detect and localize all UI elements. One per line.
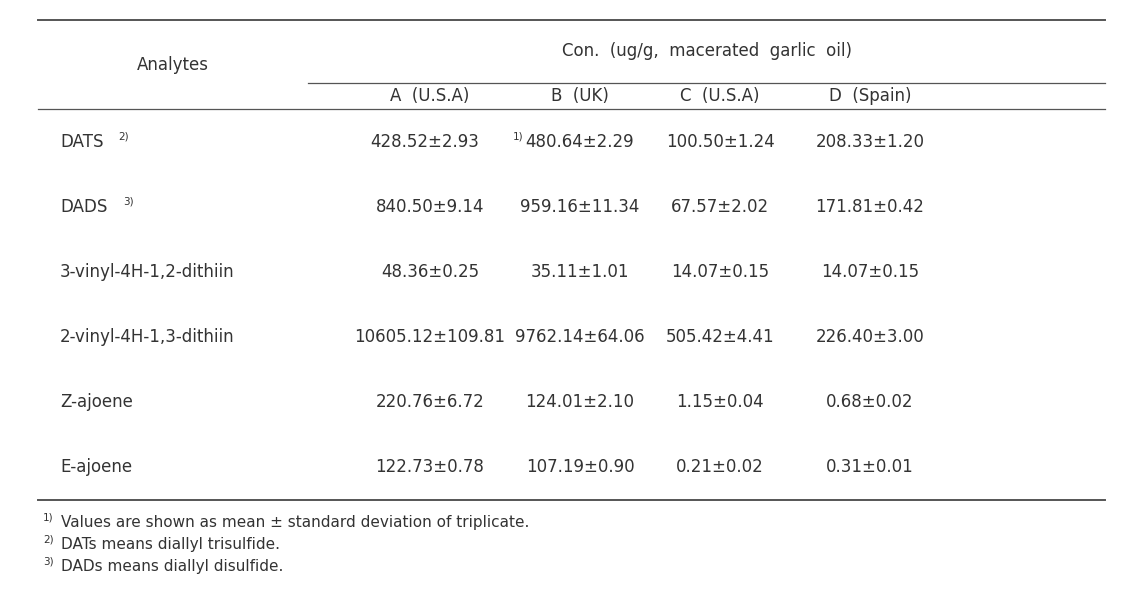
Text: 3): 3) [43,557,54,567]
Text: 171.81±0.42: 171.81±0.42 [815,198,925,216]
Text: Values are shown as mean ± standard deviation of triplicate.: Values are shown as mean ± standard devi… [62,514,529,529]
Text: 122.73±0.78: 122.73±0.78 [375,459,484,477]
Text: 0.21±0.02: 0.21±0.02 [676,459,764,477]
Text: 0.68±0.02: 0.68±0.02 [826,393,914,411]
Text: Analytes: Analytes [137,56,209,74]
Text: 428.52±2.93: 428.52±2.93 [370,133,479,151]
Text: 2-vinyl-4H-1,3-dithiin: 2-vinyl-4H-1,3-dithiin [60,328,235,346]
Text: 226.40±3.00: 226.40±3.00 [815,328,925,346]
Text: E-ajoene: E-ajoene [60,459,132,477]
Text: 2): 2) [43,535,54,545]
Text: C  (U.S.A): C (U.S.A) [681,87,759,105]
Text: 14.07±0.15: 14.07±0.15 [821,263,919,281]
Text: DATs means diallyl trisulfide.: DATs means diallyl trisulfide. [62,536,280,551]
Text: 3-vinyl-4H-1,2-dithiin: 3-vinyl-4H-1,2-dithiin [60,263,235,281]
Text: 1): 1) [513,131,523,141]
Text: 220.76±6.72: 220.76±6.72 [375,393,484,411]
Text: DADs means diallyl disulfide.: DADs means diallyl disulfide. [62,559,284,573]
Text: 100.50±1.24: 100.50±1.24 [666,133,774,151]
Text: 1.15±0.04: 1.15±0.04 [676,393,764,411]
Text: 0.31±0.01: 0.31±0.01 [826,459,914,477]
Text: 1): 1) [43,513,54,523]
Text: A  (U.S.A): A (U.S.A) [390,87,470,105]
Text: 107.19±0.90: 107.19±0.90 [526,459,634,477]
Text: 959.16±11.34: 959.16±11.34 [520,198,640,216]
Text: 67.57±2.02: 67.57±2.02 [671,198,770,216]
Text: 2): 2) [119,131,129,141]
Text: 48.36±0.25: 48.36±0.25 [381,263,479,281]
Text: 10605.12±109.81: 10605.12±109.81 [355,328,505,346]
Text: 3): 3) [123,196,133,206]
Text: D  (Spain): D (Spain) [829,87,911,105]
Text: 35.11±1.01: 35.11±1.01 [531,263,629,281]
Text: Z-ajoene: Z-ajoene [60,393,133,411]
Text: DADS: DADS [60,198,107,216]
Text: B  (UK): B (UK) [551,87,609,105]
Text: 9762.14±64.06: 9762.14±64.06 [515,328,645,346]
Text: 840.50±9.14: 840.50±9.14 [376,198,484,216]
Text: DATS: DATS [60,133,104,151]
Text: 480.64±2.29: 480.64±2.29 [526,133,634,151]
Text: 505.42±4.41: 505.42±4.41 [666,328,774,346]
Text: 208.33±1.20: 208.33±1.20 [815,133,925,151]
Text: Con.  (ug/g,  macerated  garlic  oil): Con. (ug/g, macerated garlic oil) [562,42,852,60]
Text: 14.07±0.15: 14.07±0.15 [671,263,770,281]
Text: 124.01±2.10: 124.01±2.10 [526,393,635,411]
